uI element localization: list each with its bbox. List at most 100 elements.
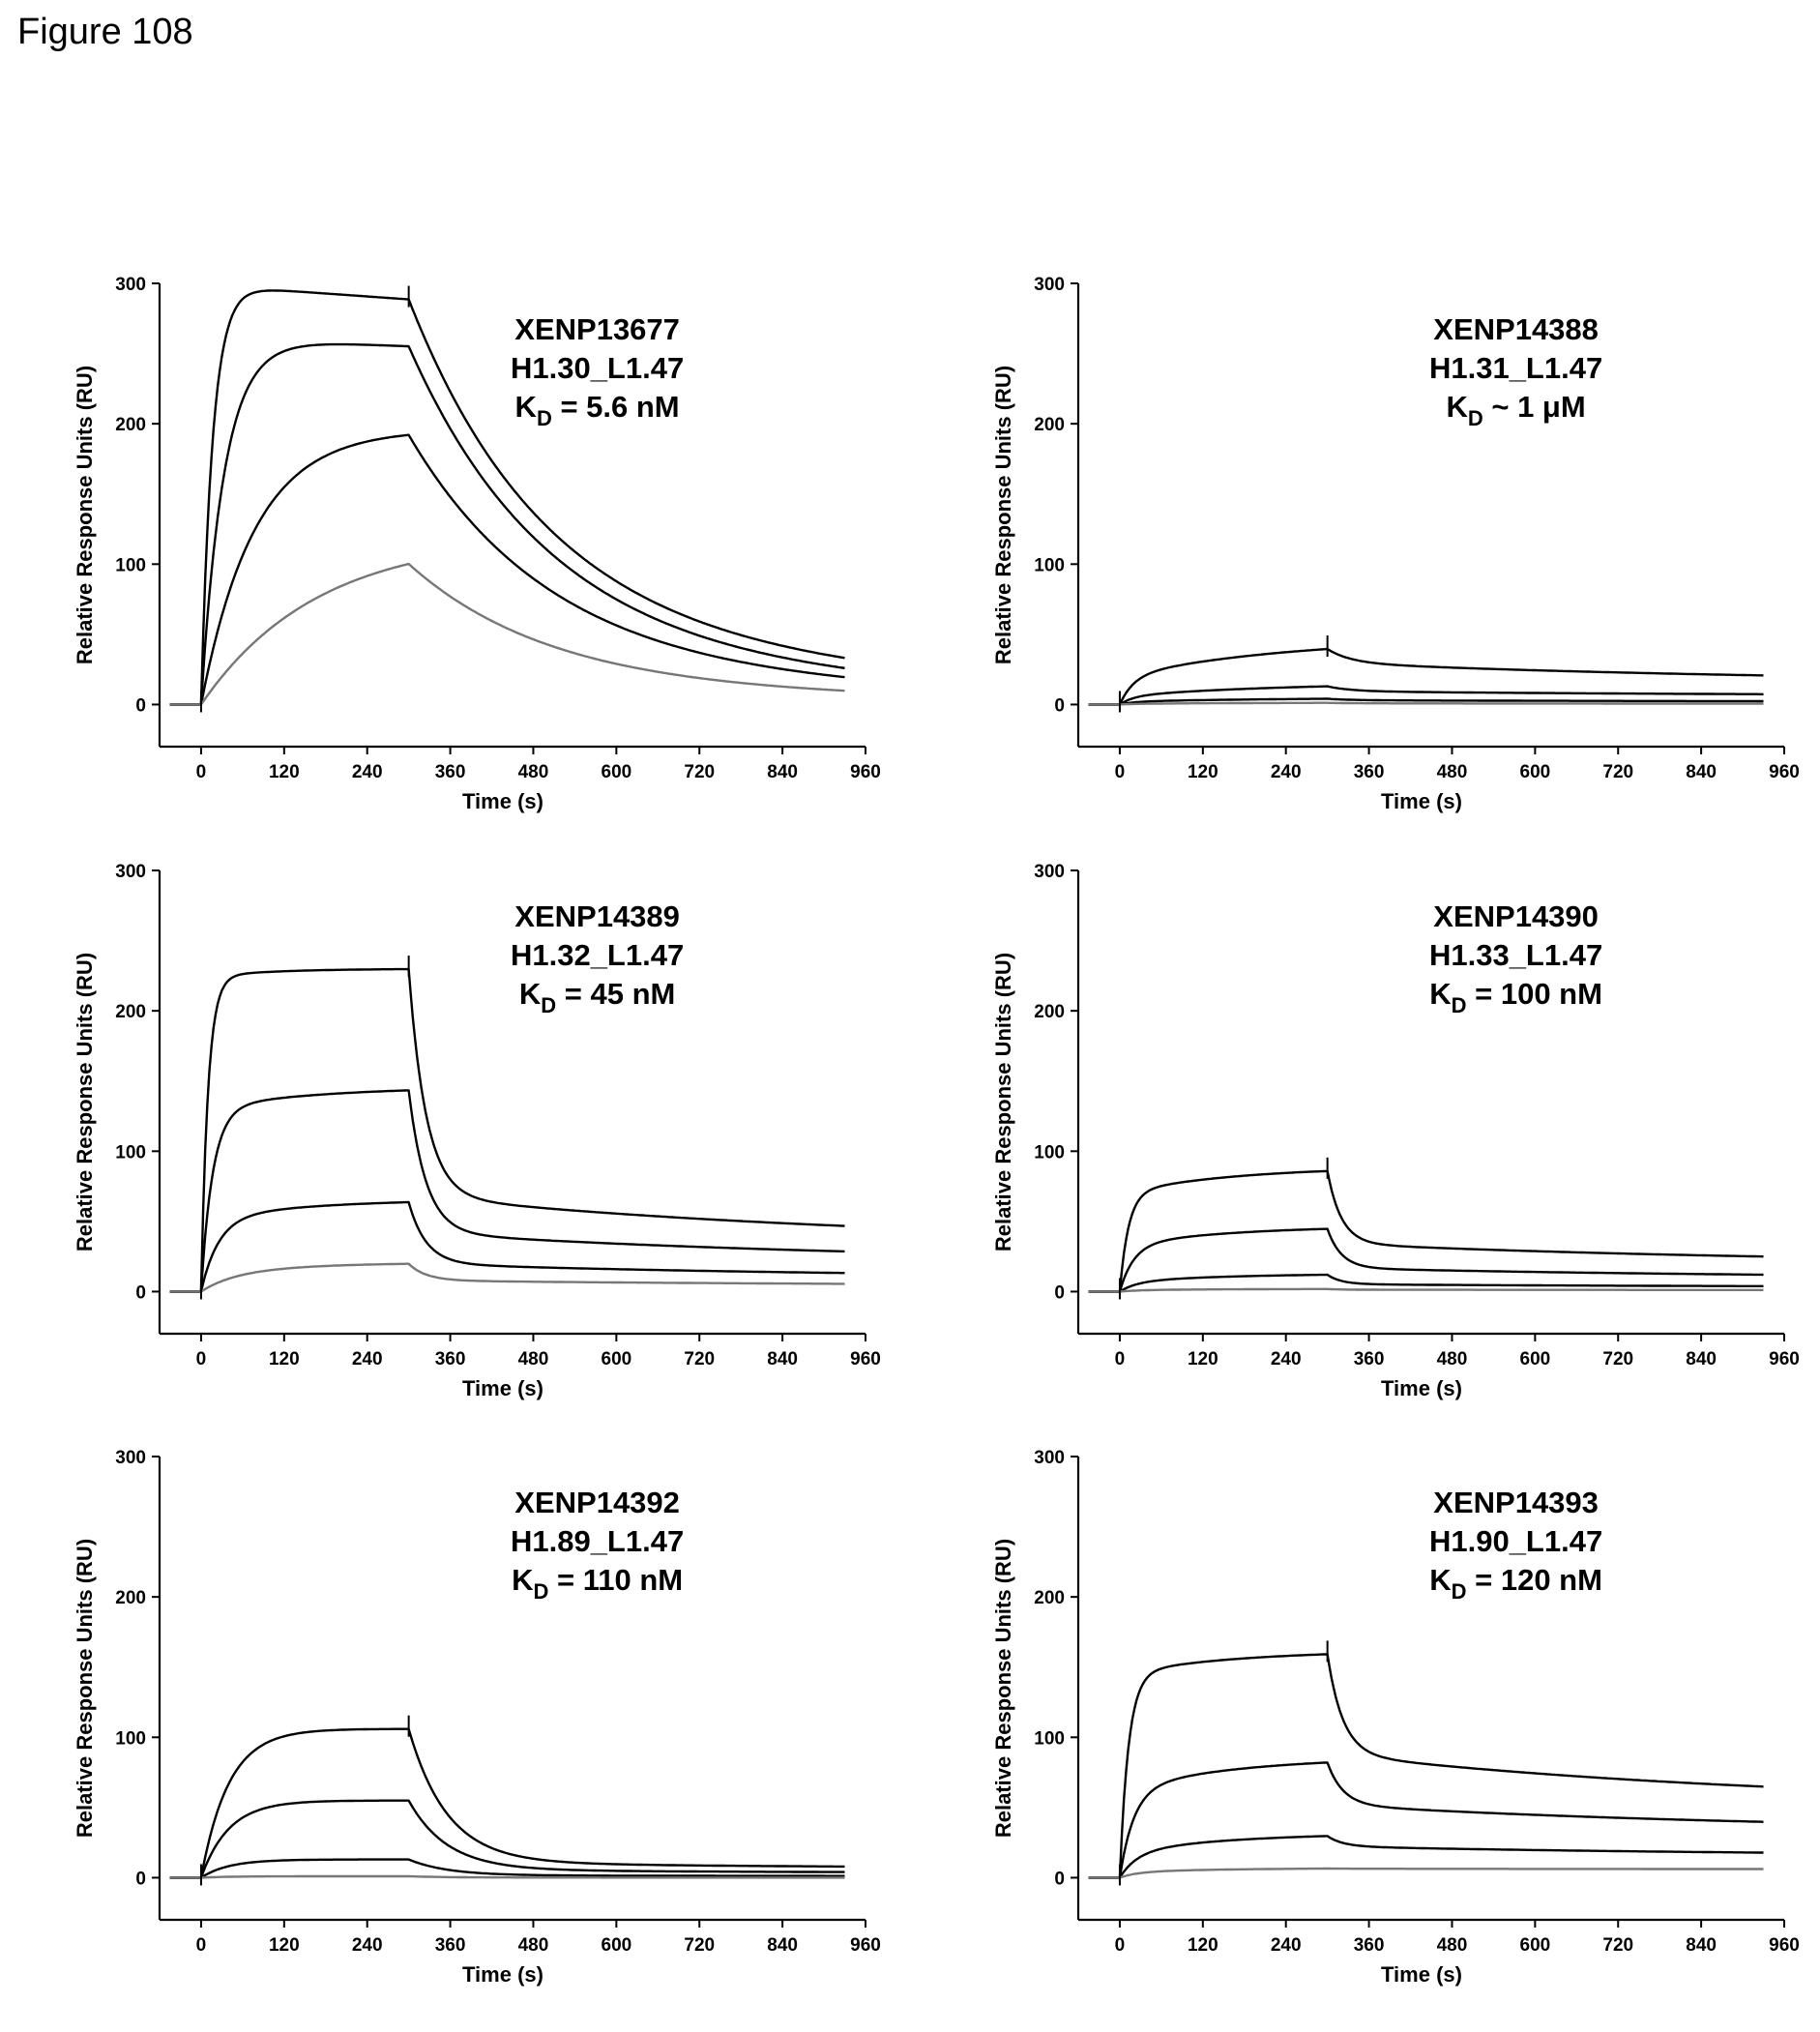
y-tick-label: 0 — [135, 1282, 146, 1303]
y-tick-label: 300 — [115, 862, 146, 882]
chart-title: XENP14389 — [514, 899, 680, 933]
x-tick-label: 0 — [1115, 1935, 1126, 1956]
kd-annotation: KD = 120 nM — [1429, 1563, 1602, 1604]
y-tick-label: 200 — [1034, 1588, 1065, 1608]
chart-title: XENP14393 — [1433, 1486, 1599, 1519]
x-tick-label: 840 — [1686, 1935, 1717, 1956]
x-tick-label: 840 — [767, 1935, 798, 1956]
y-tick-label: 200 — [115, 415, 146, 435]
curve-conc-2 — [170, 344, 845, 704]
y-tick-label: 200 — [1034, 1002, 1065, 1022]
chart-subtitle: H1.33_L1.47 — [1429, 938, 1602, 972]
x-tick-label: 120 — [1188, 1935, 1218, 1956]
y-axis-label: Relative Response Units (RU) — [73, 366, 97, 664]
x-tick-label: 600 — [602, 762, 632, 782]
chart-xenp14393: 01002003000120240360480600720840960Time … — [919, 1381, 1820, 1797]
x-tick-label: 240 — [1271, 1935, 1302, 1956]
y-axis-label: Relative Response Units (RU) — [73, 953, 97, 1252]
x-tick-label: 480 — [518, 1349, 549, 1369]
curve-conc-2 — [1089, 1762, 1764, 1877]
y-axis-label: Relative Response Units (RU) — [991, 366, 1015, 664]
x-tick-label: 600 — [1520, 762, 1551, 782]
x-tick-label: 720 — [1602, 762, 1633, 782]
x-tick-label: 840 — [1686, 1349, 1717, 1369]
x-tick-label: 240 — [352, 1935, 383, 1956]
y-axis-label: Relative Response Units (RU) — [991, 953, 1015, 1252]
x-tick-label: 240 — [1271, 762, 1302, 782]
y-tick-label: 300 — [1034, 275, 1065, 295]
x-tick-label: 480 — [1437, 762, 1468, 782]
chart-subtitle: H1.90_L1.47 — [1429, 1524, 1602, 1558]
x-tick-label: 480 — [518, 762, 549, 782]
x-tick-label: 360 — [1354, 1935, 1385, 1956]
chart-xenp14389: 01002003000120240360480600720840960Time … — [0, 795, 909, 1211]
x-tick-label: 360 — [1354, 762, 1385, 782]
curve-conc-1 — [1089, 649, 1764, 705]
x-tick-label: 960 — [1769, 1349, 1800, 1369]
y-tick-label: 300 — [1034, 862, 1065, 882]
x-tick-label: 240 — [352, 762, 383, 782]
curve-conc-4 — [170, 564, 845, 704]
y-tick-label: 100 — [1034, 1142, 1065, 1163]
curve-conc-1 — [170, 1729, 845, 1878]
y-tick-label: 100 — [115, 1728, 146, 1749]
curve-conc-1 — [170, 290, 845, 704]
x-tick-label: 480 — [1437, 1935, 1468, 1956]
x-tick-label: 600 — [1520, 1349, 1551, 1369]
curve-conc-4 — [170, 1264, 845, 1292]
x-tick-label: 960 — [1769, 762, 1800, 782]
curve-conc-4 — [1089, 703, 1764, 705]
x-tick-label: 960 — [850, 762, 881, 782]
x-tick-label: 120 — [269, 1349, 300, 1369]
y-tick-label: 200 — [115, 1002, 146, 1022]
y-tick-label: 300 — [115, 1448, 146, 1468]
y-tick-label: 0 — [135, 1869, 146, 1889]
x-tick-label: 360 — [1354, 1349, 1385, 1369]
x-tick-label: 600 — [1520, 1935, 1551, 1956]
curve-conc-4 — [1089, 1289, 1764, 1292]
x-tick-label: 960 — [1769, 1935, 1800, 1956]
x-tick-label: 720 — [684, 1349, 715, 1369]
x-tick-label: 120 — [1188, 1349, 1218, 1369]
chart-subtitle: H1.89_L1.47 — [511, 1524, 684, 1558]
kd-annotation: KD = 5.6 nM — [515, 390, 680, 430]
y-tick-label: 100 — [115, 1142, 146, 1163]
x-tick-label: 120 — [1188, 762, 1218, 782]
x-tick-label: 720 — [684, 1935, 715, 1956]
y-tick-label: 100 — [1034, 555, 1065, 575]
curve-conc-3 — [170, 435, 845, 705]
x-tick-label: 360 — [435, 1349, 466, 1369]
curve-conc-3 — [170, 1202, 845, 1292]
curve-conc-4 — [170, 1876, 845, 1878]
x-tick-label: 360 — [435, 762, 466, 782]
x-tick-label: 480 — [1437, 1349, 1468, 1369]
x-tick-label: 720 — [1602, 1349, 1633, 1369]
y-tick-label: 200 — [115, 1588, 146, 1608]
curve-conc-3 — [170, 1860, 845, 1878]
kd-annotation: KD = 45 nM — [519, 977, 675, 1017]
curve-conc-4 — [1089, 1869, 1764, 1878]
x-tick-label: 480 — [518, 1935, 549, 1956]
x-tick-label: 0 — [196, 1349, 207, 1369]
figure-title: Figure 108 — [17, 12, 193, 53]
chart-subtitle: H1.32_L1.47 — [511, 938, 684, 972]
x-tick-label: 840 — [1686, 762, 1717, 782]
x-tick-label: 120 — [269, 762, 300, 782]
x-tick-label: 720 — [684, 762, 715, 782]
y-tick-label: 0 — [1054, 1869, 1065, 1889]
y-tick-label: 200 — [1034, 415, 1065, 435]
curve-conc-1 — [170, 969, 845, 1292]
curve-conc-2 — [1089, 1229, 1764, 1292]
x-tick-label: 0 — [196, 762, 207, 782]
x-tick-label: 600 — [602, 1935, 632, 1956]
x-tick-label: 120 — [269, 1935, 300, 1956]
y-axis-label: Relative Response Units (RU) — [73, 1539, 97, 1838]
y-tick-label: 100 — [1034, 1728, 1065, 1749]
x-axis-label: Time (s) — [462, 1962, 543, 1987]
x-tick-label: 240 — [1271, 1349, 1302, 1369]
curve-conc-2 — [170, 1090, 845, 1291]
y-axis-label: Relative Response Units (RU) — [991, 1539, 1015, 1838]
kd-annotation: KD ~ 1 μM — [1446, 390, 1585, 430]
chart-xenp14388: 01002003000120240360480600720840960Time … — [919, 208, 1820, 624]
chart-title: XENP14390 — [1433, 899, 1599, 933]
